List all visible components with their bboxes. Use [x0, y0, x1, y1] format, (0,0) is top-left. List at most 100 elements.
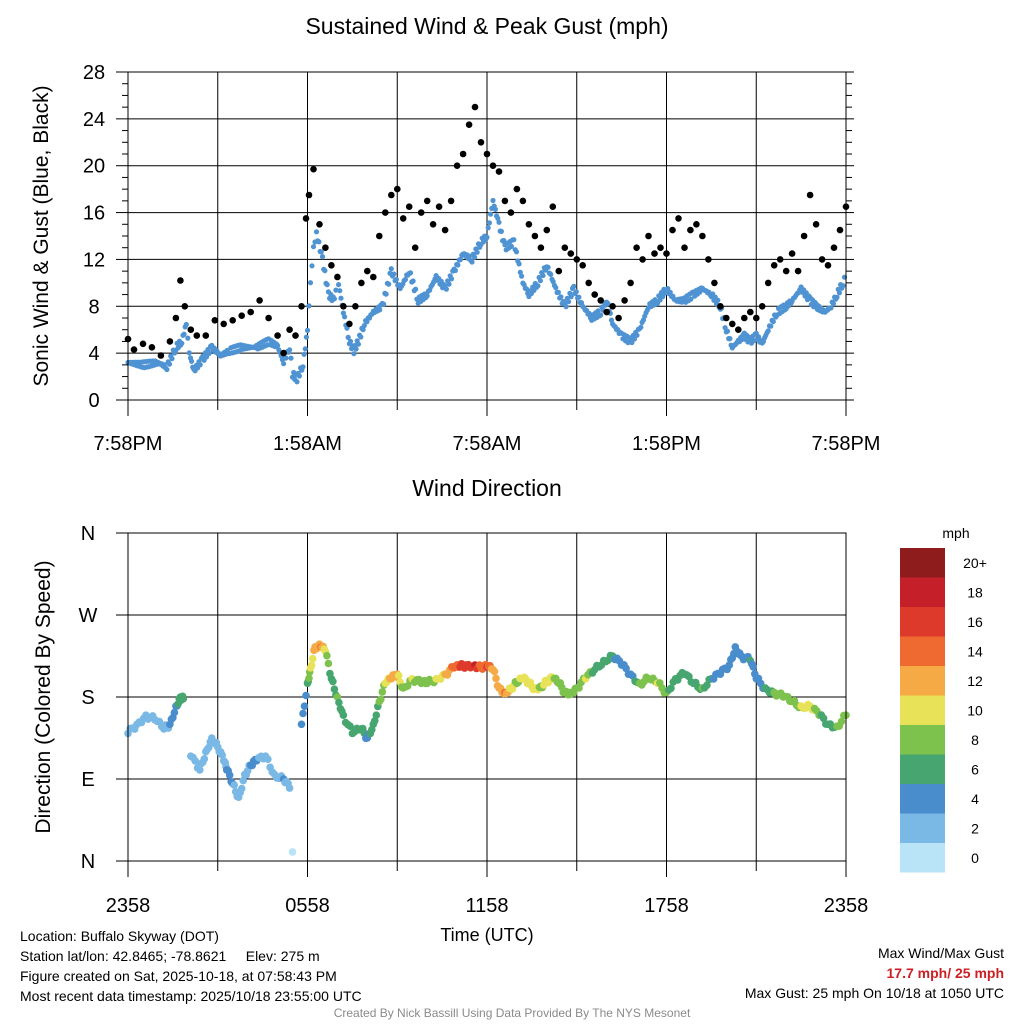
peak-gust-point [187, 326, 195, 334]
direction-x-tick-label: 0558 [285, 895, 330, 917]
peak-gust-point [675, 215, 682, 222]
sustained-wind-point [338, 295, 344, 301]
direction-point [819, 714, 828, 723]
peak-gust-point [405, 203, 413, 210]
colorbar-label: 6 [971, 761, 979, 777]
peak-gust-point [770, 262, 778, 269]
peak-gust-point [495, 168, 503, 175]
direction-point [330, 685, 339, 693]
sustained-wind-point [302, 346, 308, 352]
sustained-wind-point [488, 211, 494, 217]
sustained-wind-point [724, 328, 731, 334]
sustained-wind-point [770, 319, 776, 325]
peak-gust-point [340, 303, 347, 310]
direction-point [196, 766, 204, 774]
direction-y-tick-label: N [81, 523, 95, 545]
direction-point [239, 776, 247, 785]
sustained-wind-point [377, 307, 383, 313]
peak-gust-point [328, 262, 335, 269]
direction-y-tick-label: E [81, 769, 94, 791]
peak-gust-point [555, 267, 563, 275]
sustained-wind-point [306, 303, 312, 309]
peak-gust-point [633, 244, 640, 251]
peak-gust-point [411, 244, 419, 251]
direction-point [346, 722, 354, 730]
sustained-wind-point [605, 300, 611, 307]
sustained-wind-point [576, 294, 582, 300]
peak-gust-point [627, 279, 634, 287]
peak-gust-point [501, 197, 509, 205]
speed-chart-title: Sustained Wind & Peak Gust (mph) [305, 13, 668, 39]
direction-x-axis-label: Time (UTC) [440, 925, 533, 945]
sustained-wind-point [457, 256, 464, 263]
sustained-wind-point [288, 355, 294, 361]
peak-gust-point [477, 139, 485, 146]
direction-point [285, 784, 294, 792]
sustained-wind-point [183, 321, 189, 328]
sustained-wind-point [474, 249, 480, 255]
speed-x-tick-label: 1:58PM [632, 433, 701, 455]
peak-gust-point [292, 332, 299, 339]
sustained-wind-point [490, 197, 496, 204]
sustained-wind-point [472, 254, 478, 260]
peak-gust-point [615, 314, 622, 322]
peak-gust-point [417, 209, 425, 216]
sustained-wind-point [310, 244, 317, 250]
direction-point [492, 674, 500, 683]
direction-point [191, 757, 200, 765]
peak-gust-point [591, 291, 598, 298]
speed-y-tick-label: 12 [83, 249, 105, 271]
sustained-wind-point [469, 259, 475, 265]
peak-gust-point [310, 165, 317, 173]
peak-gust-point [621, 297, 628, 304]
speed-y-tick-label: 4 [88, 343, 99, 365]
sustained-wind-point [353, 346, 359, 352]
peak-gust-point [525, 221, 533, 228]
speed-axis-ticks: 7:58PM 1:58AM 7:58AM 1:58PM 7:58PM 0 4 8 12 16 20 2… [83, 62, 881, 455]
colorbar-swatch [900, 813, 945, 843]
peak-gust-point [645, 232, 652, 240]
direction-panel: Wind Direction 2358 0558 1158 1758 2358 N E S W N… [32, 475, 868, 945]
direction-point [667, 684, 675, 693]
peak-gust-point [597, 297, 604, 304]
direction-point [237, 784, 246, 793]
peak-gust-point [229, 317, 236, 324]
sustained-wind-point [545, 264, 551, 270]
sustained-wind-point [296, 373, 302, 379]
sustained-wind-point [558, 294, 564, 300]
sustained-wind-point [830, 301, 837, 307]
sustained-wind-point [331, 296, 337, 302]
station-info: Location: Buffalo Skyway (DOT) Station l… [20, 926, 362, 1006]
direction-point [297, 720, 306, 729]
direction-point [490, 667, 499, 676]
direction-point [288, 848, 297, 856]
peak-gust-point [316, 221, 323, 228]
direction-point [329, 677, 337, 686]
peak-gust-point [172, 314, 180, 322]
sustained-wind-point [501, 237, 507, 244]
direction-point [394, 671, 403, 680]
peak-gust-point [782, 267, 790, 275]
peak-gust-point [286, 326, 293, 334]
colorbar-label: 2 [971, 820, 979, 836]
speed-y-axis-label: Sonic Wind & Gust (Blue, Black) [30, 85, 53, 386]
sustained-wind-point [410, 278, 416, 284]
peak-gust-point [202, 332, 210, 339]
peak-gust-point [211, 317, 219, 324]
sustained-wind-point [516, 261, 522, 267]
peak-gust-point [423, 197, 431, 205]
peak-gust-point [585, 279, 592, 287]
direction-axis-ticks: 2358 0558 1158 1758 2358 N E S W N [79, 523, 869, 917]
max-summary: Max Wind/Max Gust 17.7 mph/ 25 mph Max G… [745, 943, 1004, 1003]
peak-gust-point [537, 244, 545, 251]
peak-gust-point [394, 185, 401, 193]
sustained-wind-point [166, 361, 173, 367]
peak-gust-point [435, 203, 443, 210]
direction-gridlines [127, 532, 847, 862]
peak-gust-point [693, 221, 700, 228]
peak-gust-point [157, 352, 165, 359]
colorbar-label: 8 [971, 732, 979, 748]
colorbar-title: mph [942, 525, 969, 541]
peak-gust-point [711, 279, 718, 287]
